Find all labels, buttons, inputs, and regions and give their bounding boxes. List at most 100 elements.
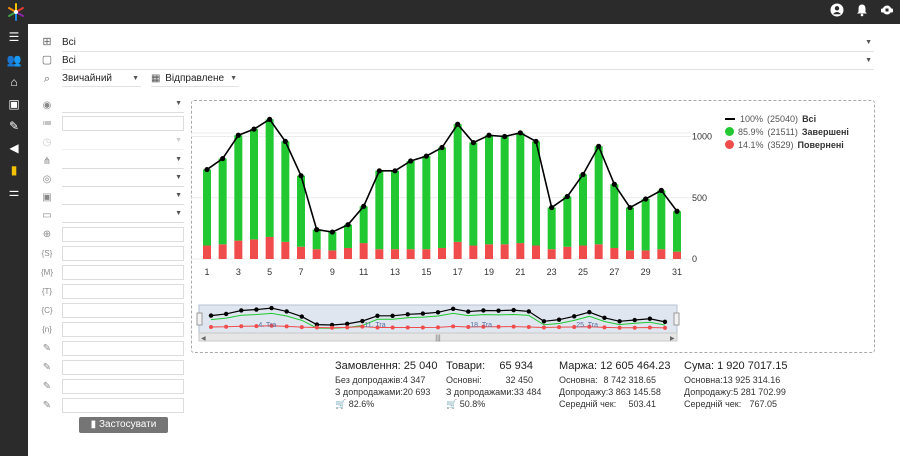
left-filter-input-3[interactable]	[62, 246, 184, 261]
navigator-point-returned	[526, 324, 531, 329]
sidebar: ☰ 👥 ⌂ ▣ ✎ ◀ ▮ ⚌	[0, 24, 28, 456]
point-all	[439, 144, 445, 151]
point-all	[392, 168, 398, 174]
navigator-point-all	[420, 311, 426, 316]
apply-button[interactable]: ▮ Застосувати	[79, 417, 168, 433]
legend-item-returned[interactable]: 14.1% (3529) Повернені	[725, 138, 849, 151]
mode-select[interactable]: Звичайний ▼	[62, 71, 141, 87]
x-tick-label: 5	[267, 267, 272, 277]
navigator-point-all	[375, 313, 380, 318]
status-select-value: Відправлене	[165, 73, 225, 84]
navigator-point-returned	[405, 325, 410, 330]
left-filter-input-8[interactable]	[62, 341, 184, 356]
navigator-point-all	[208, 313, 214, 318]
support-headset-icon[interactable]	[879, 3, 894, 18]
navigator-tick-label: 4. Tra	[258, 322, 276, 329]
y-tick-label: 0	[692, 254, 697, 264]
stat-val: 13 925 314.16	[722, 375, 781, 385]
settings-sliders-icon[interactable]: ⚌	[8, 185, 20, 199]
left-filter-input-11[interactable]	[62, 398, 184, 413]
navigator-point-all	[587, 309, 592, 315]
x-tick-label: 13	[390, 267, 400, 277]
bar-chart-icon: ▮	[90, 419, 97, 430]
promo-icon[interactable]: ✎	[8, 119, 20, 133]
chevron-down-icon: ▼	[132, 75, 139, 82]
bar-returned	[375, 249, 384, 259]
warehouse-icon[interactable]: ⌂	[10, 75, 18, 89]
navigator-point-all	[269, 305, 274, 311]
left-filter-select-1[interactable]: ▼	[62, 99, 184, 113]
point-all	[455, 121, 461, 127]
point-all	[643, 196, 649, 202]
left-filter-select-5[interactable]: ▼	[62, 209, 184, 223]
x-tick-label: 1	[204, 267, 209, 277]
stat-value: 25 040	[403, 360, 438, 372]
bar-returned	[641, 250, 650, 259]
stat-val: 33 484	[513, 387, 542, 397]
bar-completed	[500, 136, 509, 245]
left-filter-input-6[interactable]	[62, 303, 184, 318]
left-filter-input-10[interactable]	[62, 379, 184, 394]
notifications-bell-icon[interactable]	[854, 3, 869, 18]
legend-pct: 100%	[740, 113, 764, 124]
utm-medium-icon: {M}	[41, 268, 54, 277]
legend-item-completed[interactable]: 85.9% (21511) Завершені	[725, 125, 849, 138]
point-all	[251, 126, 257, 132]
bar-returned	[516, 243, 525, 259]
left-filter-input-2[interactable]	[62, 227, 184, 242]
point-all	[596, 143, 602, 149]
left-filter-select-4[interactable]: ▼	[62, 191, 184, 205]
navigator-tick-label: 25. Tra	[576, 322, 598, 329]
x-tick-label: 9	[330, 267, 335, 277]
navigator-point-all	[617, 319, 622, 324]
point-all	[611, 181, 617, 187]
bar-completed	[406, 161, 415, 250]
navigator-point-returned	[360, 324, 365, 329]
legend-count: (21511)	[767, 126, 798, 137]
stat-key: Середній чек:	[559, 399, 617, 409]
filter-select-2[interactable]: Всі ▼	[62, 52, 874, 70]
navigator-point-returned	[314, 325, 319, 330]
left-filter-select-3[interactable]: ▼	[62, 173, 184, 187]
left-filter-input-1[interactable]	[62, 116, 184, 131]
analytics-icon[interactable]: ▮	[10, 163, 18, 177]
legend-item-all[interactable]: 100% (25040) Всі	[725, 112, 849, 125]
user-circle-icon: ◎	[42, 174, 52, 185]
left-filter-input-5[interactable]	[62, 284, 184, 299]
scroll-left-icon: ◀	[201, 336, 206, 342]
legend-label: Всі	[802, 113, 817, 124]
navigator-scrollbar	[198, 332, 678, 342]
left-filter-input-9[interactable]	[62, 360, 184, 375]
navigator-point-all	[314, 322, 320, 327]
bar-returned	[297, 246, 305, 259]
users-icon[interactable]: 👥	[6, 53, 22, 67]
navigator-point-returned	[632, 325, 637, 330]
bar-completed	[438, 147, 446, 248]
app-logo-icon[interactable]	[6, 2, 26, 22]
stat-orders: Замовлення: 25 040 Без допродажів: 4 347 …	[335, 360, 437, 411]
bar-completed	[453, 124, 462, 242]
stat-val: 767.05	[749, 399, 777, 409]
legend-line-marker	[725, 117, 735, 120]
left-filter-input-7[interactable]	[62, 322, 184, 337]
stat-label: Замовлення:	[335, 360, 401, 372]
bar-returned	[673, 251, 681, 259]
navigator-point-returned	[436, 325, 440, 330]
point-all	[345, 222, 351, 228]
mode-select-value: Звичайний	[62, 73, 112, 84]
megaphone-icon[interactable]: ◀	[9, 141, 19, 155]
stat-val: 4 347	[402, 375, 426, 385]
left-filter-select-2[interactable]: ▼	[62, 155, 184, 169]
bar-completed	[359, 206, 368, 244]
status-select[interactable]: ▦ Відправлене ▼	[151, 71, 239, 87]
utm-source-icon: {S}	[41, 249, 53, 258]
box-icon[interactable]: ▣	[8, 97, 20, 111]
bar-returned	[391, 249, 399, 259]
filter-select-1[interactable]: Всі ▼	[62, 34, 874, 52]
bar-returned	[344, 247, 352, 259]
stat-value: 65 934	[499, 360, 533, 372]
left-filter-input-4[interactable]	[62, 265, 184, 280]
stat-goods-head: Товари: 65 934	[446, 360, 533, 375]
list-icon[interactable]: ☰	[8, 30, 20, 44]
user-account-icon[interactable]	[829, 3, 844, 18]
